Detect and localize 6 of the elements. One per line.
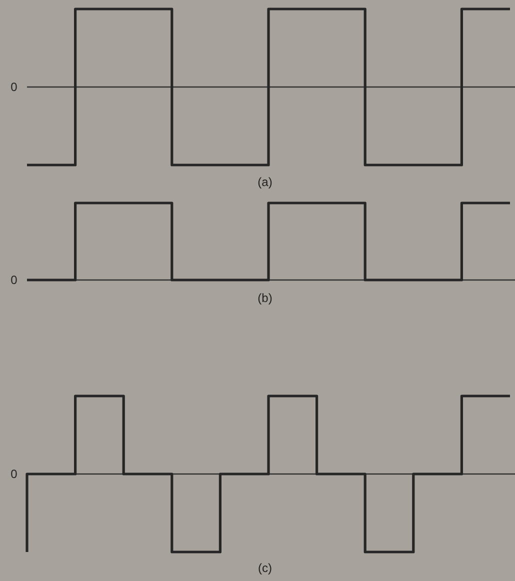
x-axis-title: (a) xyxy=(258,175,272,189)
x-axis-title: (c) xyxy=(258,561,272,575)
text: 0 xyxy=(10,80,18,94)
text: 0 xyxy=(10,273,18,288)
x-axis-title: (b) xyxy=(258,291,272,305)
text: 0 xyxy=(10,467,18,482)
